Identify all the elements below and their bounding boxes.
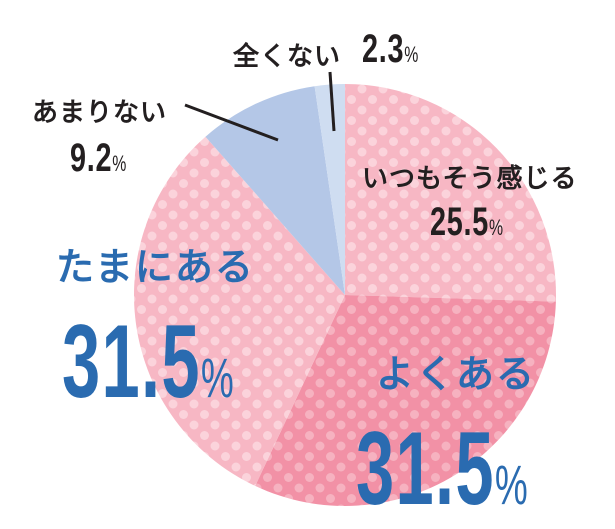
value-number: 31.5	[62, 304, 201, 420]
label-itsumo: いつもそう感じる	[362, 164, 578, 194]
percent-sign: %	[404, 42, 420, 67]
percent-sign: %	[488, 215, 504, 240]
value-number: 31.5	[356, 411, 495, 527]
leader-line-amarinai	[184, 103, 279, 142]
value-amarinai: 9.2%	[70, 136, 127, 181]
pie-slice	[205, 86, 345, 296]
pie-slice	[133, 136, 345, 486]
label-yokuaru: よくある	[376, 352, 537, 396]
pie-slice	[255, 295, 556, 506]
value-number: 2.3	[362, 27, 405, 71]
percent-sign: %	[494, 453, 530, 516]
value-number: 25.5	[430, 200, 489, 244]
percent-sign: %	[112, 151, 128, 176]
value-zenkunai: 2.3%	[362, 27, 419, 72]
label-amarinai: あまりない	[32, 98, 168, 128]
label-zenkunai: 全くない	[233, 42, 342, 72]
pie-slice	[314, 84, 345, 295]
pie-slice	[345, 84, 556, 302]
label-tamani: たまにある	[56, 245, 255, 289]
value-itsumo: 25.5%	[430, 200, 504, 245]
value-number: 9.2	[70, 136, 113, 180]
leader-line-zenkunai	[328, 71, 336, 132]
value-tamani: 31.5%	[62, 310, 235, 414]
percent-sign: %	[200, 346, 236, 409]
value-yokuaru: 31.5%	[356, 417, 529, 521]
